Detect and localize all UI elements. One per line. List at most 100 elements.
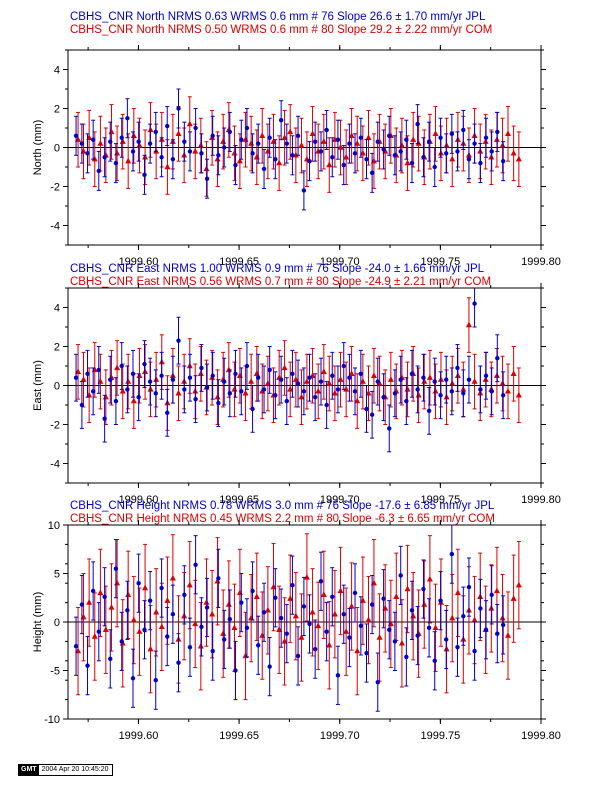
east-jpl-point — [244, 363, 250, 369]
north-jpl-point — [227, 129, 233, 135]
north-series-jpl — [73, 88, 506, 211]
height-com-point — [376, 634, 383, 640]
east-jpl-point — [324, 402, 329, 408]
height-com-point — [197, 642, 204, 649]
east-jpl-point — [421, 375, 426, 380]
height-jpl-point — [347, 635, 352, 640]
east-jpl-point — [182, 387, 187, 392]
north-jpl-point — [239, 137, 244, 142]
east-jpl-point — [90, 389, 96, 394]
height-jpl-point — [495, 631, 500, 636]
east-com-point — [142, 368, 149, 375]
height-jpl-point — [221, 637, 227, 642]
height-jpl-point — [301, 604, 307, 609]
north-jpl-point — [352, 151, 358, 156]
north-jpl-point — [187, 149, 193, 154]
east-com-point — [515, 391, 522, 398]
east-jpl-point — [347, 375, 352, 380]
height-series-jpl — [73, 525, 506, 712]
east-jpl-point — [233, 371, 238, 376]
east-jpl-point — [290, 371, 295, 376]
height-jpl-point — [165, 634, 170, 639]
east-jpl-point — [210, 373, 215, 378]
height-com-point — [331, 610, 338, 617]
height-jpl-point — [432, 658, 437, 663]
north-com-point — [432, 130, 439, 137]
north-jpl-point — [387, 133, 392, 138]
height-jpl-point — [261, 610, 267, 615]
height-jpl-point — [500, 622, 506, 628]
height-jpl-point — [233, 668, 238, 673]
height-jpl-point — [273, 595, 278, 600]
north-jpl-point — [273, 157, 278, 162]
east-legend-jpl: CBHS_CNR East NRMS 1.00 WRMS 0.9 mm # 76… — [70, 263, 485, 275]
height-jpl-point — [73, 644, 79, 649]
height-com-point — [108, 603, 115, 610]
height-com-point — [102, 626, 109, 632]
height-jpl-point — [108, 656, 113, 662]
north-jpl-point — [438, 135, 443, 140]
north-jpl-point — [307, 158, 312, 164]
height-com-point — [398, 639, 405, 646]
east-jpl-point — [432, 379, 437, 384]
east-jpl-point — [261, 387, 267, 392]
north-ytick-label: 4 — [54, 65, 60, 77]
north-com-point — [510, 149, 517, 156]
east-jpl-point — [113, 398, 119, 404]
height-jpl-point — [244, 625, 250, 631]
height-jpl-point — [312, 646, 318, 652]
east-com-point — [292, 376, 299, 382]
north-jpl-point — [119, 135, 124, 140]
height-com-point — [303, 573, 310, 580]
north-jpl-point — [301, 188, 307, 193]
height-jpl-point — [239, 600, 244, 605]
east-jpl-point — [199, 365, 204, 371]
east-com-point — [415, 391, 422, 398]
north-jpl-point — [375, 139, 380, 144]
north-jpl-point — [136, 139, 141, 144]
east-xtick-label: 1999.75 — [420, 494, 460, 506]
east-com-point — [125, 378, 132, 384]
north-com-point — [504, 130, 511, 137]
north-ytick-label: 2 — [54, 104, 60, 116]
height-jpl-point — [119, 639, 124, 644]
north-com-point — [343, 153, 350, 160]
east-jpl-point — [142, 361, 147, 367]
east-jpl-point — [495, 356, 500, 361]
east-jpl-point — [165, 410, 170, 415]
east-jpl-point — [438, 393, 443, 398]
north-jpl-point — [489, 149, 494, 154]
east-jpl-point — [404, 398, 409, 404]
east-com-point — [315, 387, 322, 394]
north-jpl-point — [466, 157, 472, 162]
north-jpl-point — [455, 149, 460, 154]
north-jpl-point — [90, 137, 96, 142]
north-jpl-point — [369, 170, 375, 176]
north-com-point — [164, 163, 171, 170]
north-jpl-point — [73, 133, 79, 138]
east-jpl-point — [85, 371, 90, 376]
east-com-point — [248, 378, 255, 384]
east-jpl-point — [461, 391, 466, 396]
north-jpl-point — [153, 129, 158, 135]
north-com-point — [197, 142, 204, 148]
north-jpl-point — [341, 162, 346, 168]
height-jpl-point — [182, 592, 187, 598]
north-com-point — [499, 142, 506, 148]
height-com-point — [253, 593, 260, 599]
height-jpl-point — [278, 615, 284, 621]
east-jpl-point — [187, 375, 193, 380]
north-com-point — [449, 155, 456, 162]
north-com-point — [214, 155, 221, 162]
height-com-point — [309, 608, 316, 615]
height-panel: CBHS_CNR Height NRMS 0.78 WRMS 3.0 mm # … — [32, 500, 561, 742]
height-com-point — [169, 574, 176, 581]
height-xtick-label: 1999.80 — [521, 730, 561, 742]
height-jpl-point — [90, 588, 96, 594]
north-jpl-point — [500, 158, 506, 164]
height-jpl-point — [369, 602, 375, 607]
north-jpl-point — [483, 135, 489, 140]
east-com-point — [326, 380, 333, 386]
east-jpl-point — [369, 412, 375, 417]
